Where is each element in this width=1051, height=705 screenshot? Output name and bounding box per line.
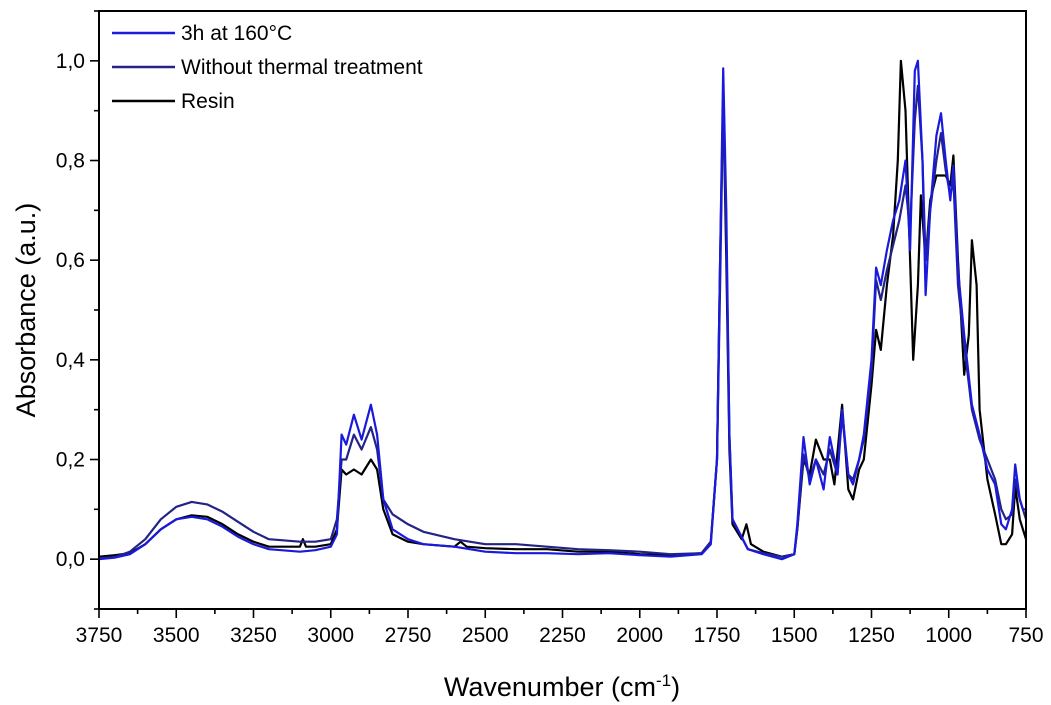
x-tick-label: 3000 xyxy=(307,624,354,647)
legend-label-3h-at-160-c: 3h at 160°C xyxy=(181,22,292,45)
x-tick-label: 1000 xyxy=(925,624,972,647)
legend: 3h at 160°C Without thermal treatment Resi… xyxy=(112,22,423,113)
y-tick-label: 0,0 xyxy=(56,548,85,571)
x-tick-label: 2250 xyxy=(539,624,586,647)
x-tick-label: 2750 xyxy=(385,624,432,647)
x-tick-label: 750 xyxy=(1008,624,1043,647)
x-tick-label: 2000 xyxy=(616,624,663,647)
y-tick-label: 0,2 xyxy=(56,449,85,472)
x-tick-label: 1500 xyxy=(771,624,818,647)
legend-label-without-thermal-treatment: Without thermal treatment xyxy=(181,56,423,79)
series-line-without-thermal-treatment xyxy=(97,84,1028,560)
x-tick-label: 2500 xyxy=(462,624,509,647)
x-tick-label: 1750 xyxy=(694,624,741,647)
y-tick-label: 0,4 xyxy=(56,349,86,372)
series-layer xyxy=(97,59,1028,561)
y-tick-label: 1,0 xyxy=(56,50,85,73)
y-tick-label: 0,8 xyxy=(56,150,85,173)
y-tick-label: 0,6 xyxy=(56,249,85,272)
series-line-resin xyxy=(97,59,1028,558)
x-axis-ticks: 3750 3500 3250 3000 2750 2500 2250 2000 1750 1500… xyxy=(76,609,1044,647)
x-tick-label: 3500 xyxy=(153,624,200,647)
x-tick-label: 3750 xyxy=(76,624,123,647)
y-axis-title: Absorbance (a.u.) xyxy=(11,203,41,418)
x-tick-label: 1250 xyxy=(848,624,895,647)
legend-label-resin: Resin xyxy=(181,90,235,113)
series-line-3h-at-160-c xyxy=(97,59,1028,561)
x-tick-label: 3250 xyxy=(230,624,277,647)
x-axis-title: Wavenumber (cm-1) xyxy=(444,671,680,702)
y-axis-ticks: 0,0 0,2 0,4 0,6 0,8 1,0 xyxy=(56,10,99,610)
plot-frame xyxy=(98,10,1027,610)
